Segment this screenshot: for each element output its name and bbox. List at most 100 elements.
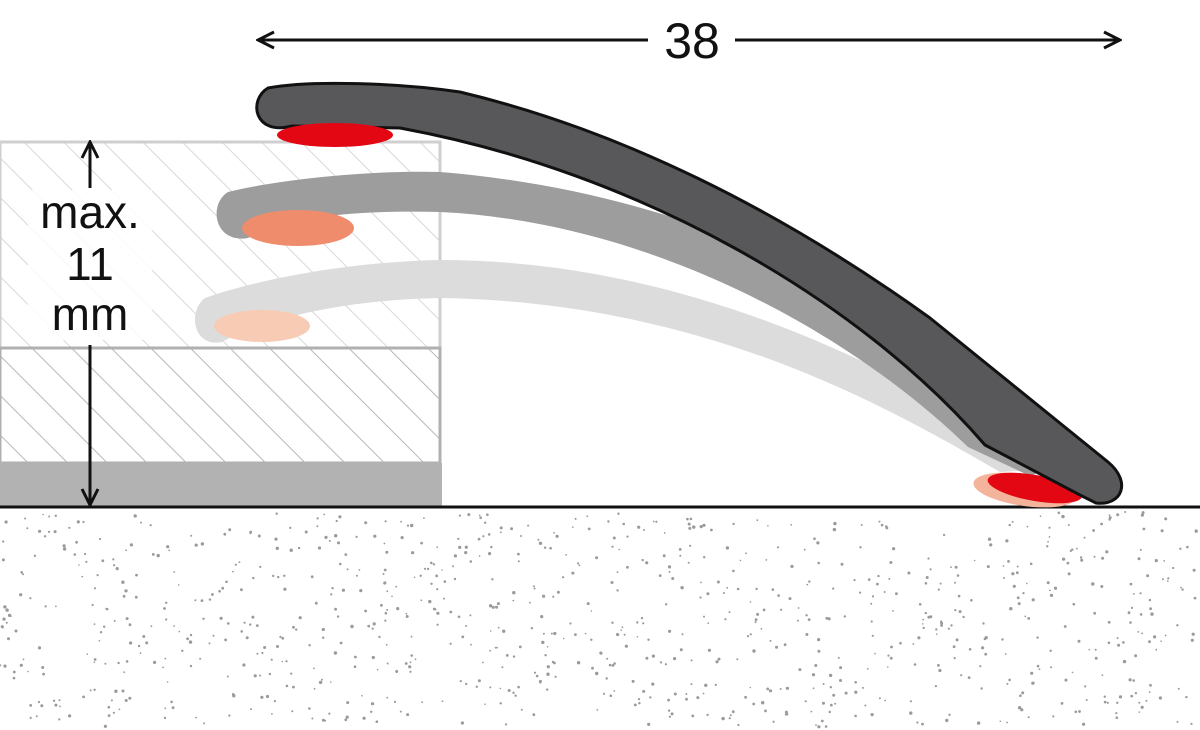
floor-speckle-dot — [484, 703, 486, 705]
floor-speckle-dot — [638, 702, 641, 705]
floor-speckle-dot — [279, 635, 282, 639]
floor-speckle-dot — [101, 559, 105, 563]
floor-speckle-dot — [798, 668, 802, 672]
floor-speckle-dot — [854, 690, 858, 694]
floor-speckle-dot — [1194, 529, 1198, 533]
floor-speckle-dot — [29, 597, 32, 600]
floor-speckle-dot — [989, 543, 993, 547]
floor-speckle-dot — [957, 594, 961, 598]
floor-speckle-dot — [1074, 710, 1078, 714]
floor-speckle-dot — [304, 530, 308, 534]
floor-speckle-dot — [7, 613, 12, 618]
floor-speckle-dot — [1133, 593, 1135, 595]
floor-speckle-dot — [621, 626, 624, 629]
floor-speckle-dot — [870, 713, 874, 717]
floor-speckle-dot — [1155, 648, 1158, 651]
floor-speckle-dot — [1060, 702, 1064, 705]
floor-speckle-dot — [273, 700, 276, 703]
floor-speckle-dot — [334, 534, 338, 538]
floor-speckle-dot — [749, 633, 752, 636]
floor-speckle-dot — [271, 713, 273, 715]
floor-speckle-dot — [1153, 635, 1157, 639]
floor-speckle-dot — [837, 656, 840, 659]
floor-speckle-dot — [145, 641, 149, 645]
floor-speckle-dot — [99, 631, 103, 634]
floor-speckle-dot — [1167, 580, 1169, 582]
floor-speckle-dot — [907, 571, 911, 575]
height-label-line3: mm — [52, 288, 129, 340]
floor-speckle-dot — [889, 656, 893, 660]
floor-speckle-dot — [93, 587, 97, 590]
floor-speckle-dot — [1061, 514, 1065, 519]
floor-speckle-dot — [73, 553, 77, 556]
floor-speckle-dot — [690, 659, 693, 662]
floor-speckle-dot — [93, 688, 96, 691]
floor-speckle-dot — [667, 565, 672, 569]
floor-speckle-dot — [479, 516, 483, 520]
floor-speckle-dot — [832, 527, 837, 532]
floor-speckle-dot — [289, 526, 292, 530]
floor-speckle-dot — [816, 541, 820, 545]
floor-speckle-dot — [761, 701, 765, 705]
floor-speckle-dot — [829, 686, 832, 689]
floor-speckle-dot — [1139, 548, 1142, 551]
floor-speckle-dot — [371, 627, 374, 630]
floor-speckle-dot — [59, 705, 61, 708]
floor-speckle-dot — [469, 614, 472, 617]
floor-speckle-dot — [622, 522, 625, 526]
floor-speckle-dot — [317, 546, 322, 550]
floor-speckle-dot — [406, 524, 410, 527]
floor-speckle-dot — [1046, 545, 1049, 548]
floor-speckle-dot — [453, 577, 457, 581]
floor-speckle-dot — [99, 537, 102, 541]
floor-speckle-dot — [642, 689, 646, 693]
floor-speckle-dot — [376, 668, 379, 671]
floor-speckle-dot — [640, 616, 644, 620]
floor-speckle-dot — [137, 644, 141, 648]
floor-speckle-dot — [790, 564, 794, 569]
floor-speckle-dot — [1118, 695, 1123, 699]
floor-speckle-dot — [854, 681, 857, 684]
floor-speckle-dot — [339, 641, 343, 645]
floor-speckle-dot — [664, 663, 668, 666]
floor-speckle-dot — [164, 707, 167, 710]
floor-speckle-dot — [54, 514, 57, 517]
floor-speckle-dot — [432, 563, 436, 566]
floor-speckle-dot — [489, 686, 492, 689]
floor-speckle-dot — [107, 714, 111, 717]
floor-speckle-dot — [532, 713, 536, 717]
floor-speckle-dot — [292, 685, 295, 689]
concrete-floor — [0, 511, 1198, 729]
floor-speckle-dot — [678, 548, 682, 551]
floor-speckle-dot — [537, 538, 540, 541]
floor-speckle-dot — [48, 515, 51, 518]
floor-speckle-dot — [123, 671, 126, 674]
height-label-bg — [28, 190, 152, 340]
floor-speckle-dot — [546, 688, 549, 691]
floor-speckle-dot — [822, 701, 825, 705]
floor-speckle-dot — [520, 708, 523, 711]
floor-speckle-dot — [1094, 648, 1097, 651]
floor-speckle-dot — [104, 662, 107, 665]
floor-speckle-dot — [1132, 679, 1135, 682]
floor-speckle-dot — [1190, 722, 1193, 726]
floor-speckle-dot — [469, 560, 473, 563]
floor-speckle-dot — [361, 694, 363, 697]
floor-speckle-dot — [1063, 625, 1067, 628]
floor-speckle-dot — [688, 526, 692, 530]
floor-speckle-dot — [461, 635, 465, 639]
floor-speckle-dot — [591, 666, 594, 670]
floor-speckle-dot — [1052, 715, 1055, 718]
floor-speckle-dot — [571, 571, 575, 575]
floor-speckle-dot — [1036, 636, 1039, 639]
floor-speckle-dot — [89, 689, 92, 692]
floor-speckle-dot — [27, 670, 29, 673]
floor-speckle-dot — [218, 589, 221, 593]
floor-speckle-dot — [322, 636, 325, 639]
floor-speckle-dot — [616, 571, 619, 574]
floor-speckle-dot — [1141, 511, 1145, 515]
floor-speckle-dot — [135, 573, 138, 577]
floor-speckle-dot — [550, 632, 553, 635]
floor-speckle-dot — [888, 577, 891, 580]
floor-speckle-dot — [1124, 511, 1127, 513]
